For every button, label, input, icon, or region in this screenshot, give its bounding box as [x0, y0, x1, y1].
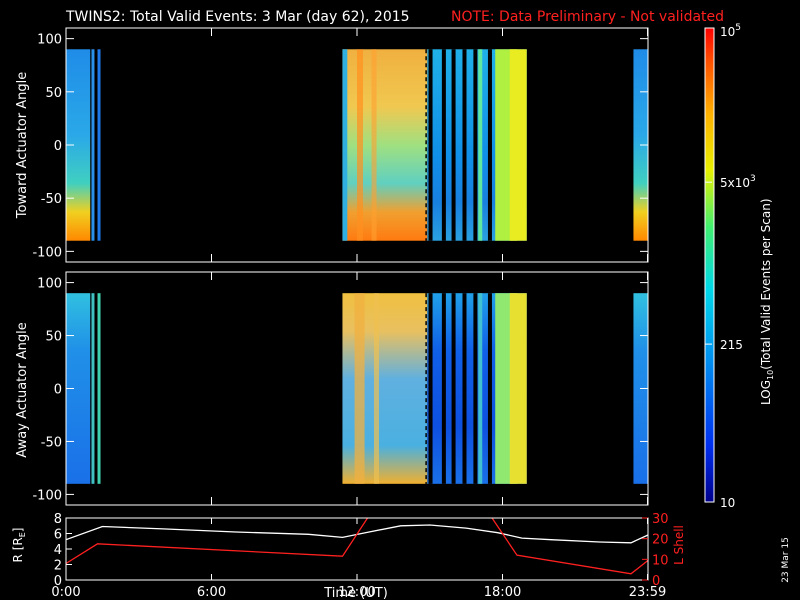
orbit-ytick-left-label: 2	[54, 559, 62, 574]
orbit-ylabel-left-a: R [R	[11, 537, 25, 562]
orbit-xtick-label: 12:00	[338, 585, 375, 600]
away-gap	[428, 293, 433, 484]
orbit-frame	[65, 517, 649, 581]
orbit-xtick-label: 23:59	[629, 585, 666, 600]
colorbar-tick-label: 215	[720, 338, 743, 352]
away-stripe	[354, 293, 365, 484]
toward-gap	[487, 49, 492, 241]
orbit-xtick-label: 6:00	[197, 585, 226, 600]
orbit-ytick-right-label: 10	[652, 553, 669, 568]
orbit-ylabel-left-sub: E	[18, 532, 27, 537]
toward-gap	[473, 49, 478, 241]
colorbar-ticks: 10 215 5x103 105	[705, 23, 756, 510]
away-stripe	[91, 293, 95, 484]
colorbar-tick-label: 5x103	[720, 174, 756, 190]
orbit-ytick-right-label: 20	[652, 533, 669, 548]
toward-ytick-label: 0	[54, 139, 62, 154]
orbit-ylabel-right: L Shell	[672, 525, 686, 565]
toward-stripe	[91, 49, 95, 241]
toward-ytick-label: 50	[45, 86, 62, 101]
colorbar-label-rest: (Total Valid Events per Scan)	[759, 198, 773, 369]
toward-gap	[451, 49, 456, 241]
away-ytick-label: -50	[41, 435, 62, 450]
colorbar-label-sub: 10	[766, 370, 775, 380]
r-line	[66, 524, 648, 544]
toward-ytick-label: -50	[41, 192, 62, 207]
toward-ytick-label: -100	[32, 245, 62, 260]
away-stripe	[509, 293, 527, 484]
preliminary-note: NOTE: Data Preliminary - Not validated	[451, 9, 724, 25]
away-ytick-label: 0	[54, 383, 62, 398]
toward-gap	[428, 49, 433, 241]
away-stripe	[97, 293, 101, 484]
orbit-ytick-right-label: 30	[652, 512, 669, 527]
toward-stripe	[357, 49, 363, 241]
colorbar-tick-label: 105	[720, 23, 741, 39]
orbit-ytick-left-label: 6	[54, 528, 62, 543]
away-ytick-label: -100	[32, 488, 62, 503]
toward-gap	[441, 49, 446, 241]
toward-block-main	[342, 49, 428, 241]
away-ytick-label: 100	[37, 277, 62, 292]
orbit-ytick-left-label: 4	[54, 543, 62, 558]
away-gap	[441, 293, 446, 484]
away-gap	[487, 293, 492, 484]
orbit-ytick-left-label: 8	[54, 512, 62, 527]
colorbar-label: LOG10(Total Valid Events per Scan)	[759, 198, 775, 405]
toward-stripe	[371, 49, 377, 241]
axes: -100 -50 0 50 100 -100 -50 0 50 100	[32, 27, 649, 506]
away-ylabel: Away Actuator Angle	[15, 322, 30, 457]
toward-heatmap	[66, 49, 648, 241]
toward-stripe	[509, 49, 527, 241]
toward-ytick-label: 100	[37, 33, 62, 48]
orbit-ytick-right-label: 0	[652, 574, 660, 589]
colorbar-tick-label: 10	[720, 496, 735, 510]
time-xlabel: Time (UT)	[323, 586, 388, 600]
away-heatmap	[66, 293, 648, 484]
toward-gap	[462, 49, 467, 241]
toward-ylabel: Toward Actuator Angle	[15, 72, 30, 219]
away-gap	[473, 293, 478, 484]
colorbar	[704, 27, 715, 503]
away-stripe	[373, 293, 379, 484]
orbit-ylabel-left: R [RE]	[11, 528, 27, 563]
date-stamp: 23 Mar 15	[781, 537, 791, 583]
orbit-ylabel-left-end: ]	[11, 528, 25, 533]
orbit-xtick-label: 0:00	[51, 585, 80, 600]
toward-stripe	[478, 49, 483, 241]
away-gap	[462, 293, 467, 484]
toward-stripe	[97, 49, 101, 241]
orbit-ytick-left-label: 0	[54, 574, 62, 589]
away-gap	[451, 293, 456, 484]
away-stripe	[478, 293, 483, 484]
colorbar-label-a: LOG	[759, 380, 773, 405]
toward-stripe	[342, 49, 348, 241]
figure-title: TWINS2: Total Valid Events: 3 Mar (day 6…	[65, 9, 410, 25]
away-ytick-label: 50	[45, 330, 62, 345]
orbit-xtick-label: 18:00	[484, 585, 521, 600]
l-shell-line	[66, 518, 648, 575]
